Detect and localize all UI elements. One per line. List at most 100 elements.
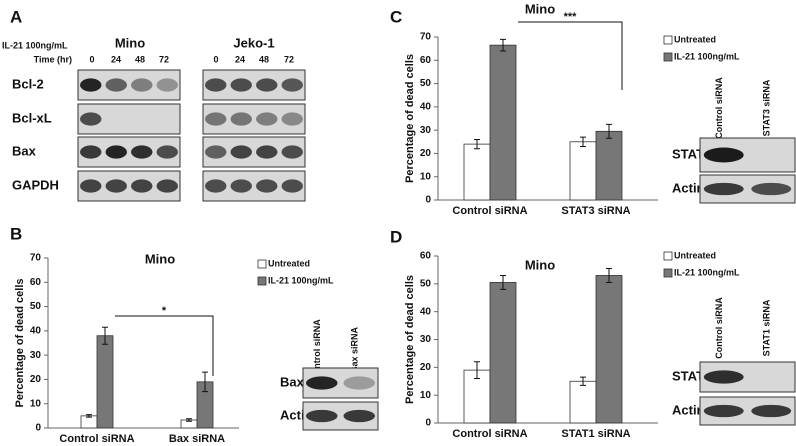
protein-label: GAPDH <box>12 177 59 192</box>
band <box>256 179 278 193</box>
significance-label: *** <box>564 11 578 23</box>
bar <box>96 335 114 429</box>
band <box>105 145 127 159</box>
y-tick-label: 60 <box>420 55 432 66</box>
legend-label: Untreated <box>674 250 716 260</box>
legend-swatch <box>257 276 267 286</box>
y-tick-label: 40 <box>30 325 42 336</box>
legend-label: IL-21 100ng/mL <box>268 275 334 285</box>
band <box>751 404 792 418</box>
error-bar <box>202 371 208 393</box>
error-bar <box>580 376 586 386</box>
bar <box>595 130 623 201</box>
legend-swatch <box>663 251 673 261</box>
x-tick-label: Control siRNA <box>452 205 527 217</box>
band <box>256 78 278 92</box>
band <box>205 78 227 92</box>
band <box>230 112 252 126</box>
error-bar <box>606 268 612 283</box>
y-axis-label: Percentage of dead cells <box>404 54 416 183</box>
band <box>230 78 252 92</box>
panel-label: C <box>390 7 402 26</box>
y-tick-label: 30 <box>420 125 432 136</box>
lane-label: Bax siRNA <box>350 326 360 373</box>
legend-swatch <box>257 259 267 269</box>
y-tick-label: 60 <box>420 251 432 262</box>
y-tick-label: 0 <box>425 195 431 206</box>
band <box>131 179 153 193</box>
band <box>281 145 303 159</box>
lane-label: Control siRNA <box>714 77 724 139</box>
band <box>80 112 102 126</box>
bar <box>569 141 597 201</box>
band <box>306 409 338 423</box>
legend-swatch <box>663 52 673 62</box>
y-tick-label: 50 <box>420 78 432 89</box>
y-tick-label: 0 <box>35 423 41 434</box>
time-tick: 24 <box>235 54 245 64</box>
band <box>703 404 744 418</box>
band <box>156 179 178 193</box>
error-bar <box>186 418 192 422</box>
band <box>256 145 278 159</box>
band <box>230 145 252 159</box>
band <box>230 179 252 193</box>
band <box>343 409 375 423</box>
bar <box>569 380 597 424</box>
lane-label: STAT1 siRNA <box>762 299 772 356</box>
time-tick: 72 <box>284 54 294 64</box>
y-tick-label: 20 <box>420 148 432 159</box>
y-tick-label: 30 <box>420 334 432 345</box>
protein-label: Bax <box>12 143 37 158</box>
protein-label: Actin <box>672 402 705 417</box>
band <box>751 182 792 196</box>
y-tick-label: 0 <box>425 418 431 429</box>
band <box>703 370 744 384</box>
significance-bracket <box>115 315 214 376</box>
band <box>703 147 744 163</box>
protein-label: Bcl-2 <box>12 76 44 91</box>
cell-line: Jeko-1 <box>233 35 274 50</box>
legend-label: IL-21 100ng/mL <box>674 267 740 277</box>
chart-title: Mino <box>525 1 555 16</box>
y-tick-label: 30 <box>30 350 42 361</box>
error-bar <box>606 123 612 139</box>
legend-label: Untreated <box>674 34 716 44</box>
band <box>80 145 102 159</box>
band <box>205 179 227 193</box>
y-tick-label: 60 <box>30 277 42 288</box>
error-bar <box>474 361 480 379</box>
y-tick-label: 10 <box>420 171 432 182</box>
band <box>281 179 303 193</box>
time-tick: 72 <box>159 54 169 64</box>
bar <box>80 415 98 429</box>
bar <box>489 44 517 201</box>
chart-title: Mino <box>525 257 555 272</box>
x-tick-label: Control siRNA <box>452 428 527 440</box>
y-tick-label: 70 <box>30 253 42 264</box>
y-tick-label: 20 <box>420 362 432 373</box>
band <box>131 78 153 92</box>
y-tick-label: 50 <box>30 301 42 312</box>
band <box>156 78 178 92</box>
time-tick: 24 <box>111 54 121 64</box>
band <box>131 145 153 159</box>
lane-label: STAT3 siRNA <box>762 79 772 136</box>
band <box>306 376 338 390</box>
x-tick-label: STAT1 siRNA <box>561 428 630 440</box>
chart-title: Mino <box>145 251 175 266</box>
panel-label: B <box>10 224 22 243</box>
cell-line: Mino <box>115 35 145 50</box>
legend-label: IL-21 100ng/mL <box>674 51 740 61</box>
bar <box>463 143 491 201</box>
protein-label: Bax <box>280 374 305 389</box>
error-bar <box>102 326 108 345</box>
band <box>343 376 375 390</box>
x-tick-label: Control siRNA <box>59 433 134 445</box>
y-tick-label: 20 <box>30 374 42 385</box>
lane-label: Control siRNA <box>714 297 724 359</box>
error-bar <box>474 138 480 150</box>
band <box>703 182 744 196</box>
band <box>281 112 303 126</box>
